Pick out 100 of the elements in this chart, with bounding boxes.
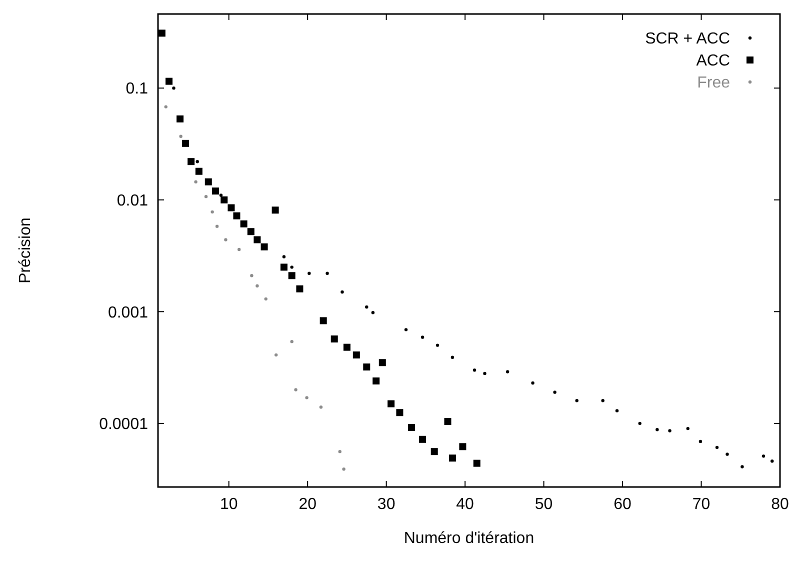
point <box>575 399 578 402</box>
point <box>686 426 690 430</box>
point <box>240 220 248 228</box>
point <box>506 370 510 374</box>
point <box>740 465 744 468</box>
point <box>164 105 168 108</box>
x-tick-label: 70 <box>692 496 710 513</box>
point <box>396 409 404 416</box>
point <box>531 381 534 385</box>
point <box>404 328 408 332</box>
point <box>264 297 268 301</box>
point <box>250 274 254 278</box>
point <box>371 311 375 314</box>
point <box>378 359 386 366</box>
legend-label: Free <box>697 74 730 92</box>
point <box>254 236 261 244</box>
point <box>256 284 259 288</box>
point <box>228 204 235 212</box>
point <box>215 224 219 228</box>
point <box>601 399 604 402</box>
point <box>195 168 202 175</box>
y-tick-label: 0.001 <box>108 304 148 322</box>
y-axis-title: Précision <box>17 218 34 284</box>
point <box>280 264 288 271</box>
point <box>372 377 380 384</box>
point <box>247 228 254 236</box>
point <box>450 356 454 359</box>
point <box>176 115 184 122</box>
x-tick-label: 50 <box>534 496 553 513</box>
point <box>420 336 424 339</box>
point <box>204 178 212 186</box>
point <box>220 196 228 204</box>
point <box>762 454 766 458</box>
point <box>656 428 659 432</box>
point <box>342 468 346 471</box>
point <box>294 388 298 392</box>
point <box>305 396 308 400</box>
point <box>408 424 416 431</box>
point <box>483 372 486 376</box>
point <box>210 210 214 214</box>
point <box>194 180 198 184</box>
point <box>352 351 360 358</box>
point <box>282 255 286 258</box>
point <box>343 344 350 351</box>
x-tick-label: 20 <box>298 496 317 513</box>
point <box>204 194 208 198</box>
point <box>319 406 323 409</box>
point <box>158 30 166 37</box>
y-tick-label: 0.1 <box>126 80 148 98</box>
point <box>726 452 729 456</box>
x-tick-label: 10 <box>220 496 238 513</box>
point <box>388 400 395 408</box>
point <box>444 418 452 426</box>
point <box>615 409 619 412</box>
point <box>290 340 294 344</box>
x-tick-label: 60 <box>614 496 632 513</box>
point <box>430 448 438 456</box>
point <box>330 335 338 342</box>
y-tick-label: 0.0001 <box>99 416 148 434</box>
point <box>698 440 702 444</box>
point <box>365 305 368 309</box>
point <box>296 285 304 292</box>
x-tick-label: 30 <box>377 496 396 513</box>
point <box>237 248 241 252</box>
point <box>419 436 426 443</box>
point <box>290 266 294 269</box>
point <box>166 78 173 85</box>
point <box>448 454 456 462</box>
point <box>770 460 774 463</box>
point <box>320 317 327 324</box>
point <box>436 344 440 347</box>
y-tick-label: 0.01 <box>116 192 148 210</box>
point <box>308 272 311 275</box>
point <box>196 160 199 164</box>
point <box>274 353 278 357</box>
legend-label: SCR + ACC <box>645 30 730 48</box>
x-tick-label: 40 <box>456 496 474 513</box>
point <box>212 188 219 195</box>
point <box>288 272 296 280</box>
point <box>233 212 240 220</box>
point <box>260 243 268 250</box>
x-tick-label: 80 <box>771 496 789 513</box>
point <box>224 238 228 242</box>
point <box>326 272 329 275</box>
point <box>338 450 342 454</box>
point <box>473 460 480 467</box>
point <box>553 390 556 394</box>
point <box>668 429 672 432</box>
point <box>188 158 195 166</box>
x-axis-title: Numéro d'itération <box>404 530 534 547</box>
point <box>459 443 466 450</box>
point <box>715 446 719 450</box>
point <box>182 140 190 147</box>
legend-label: ACC <box>696 52 730 70</box>
point <box>363 363 370 370</box>
point <box>172 86 176 90</box>
point <box>272 206 279 214</box>
point <box>340 290 344 294</box>
point <box>638 422 642 426</box>
point <box>219 194 223 197</box>
